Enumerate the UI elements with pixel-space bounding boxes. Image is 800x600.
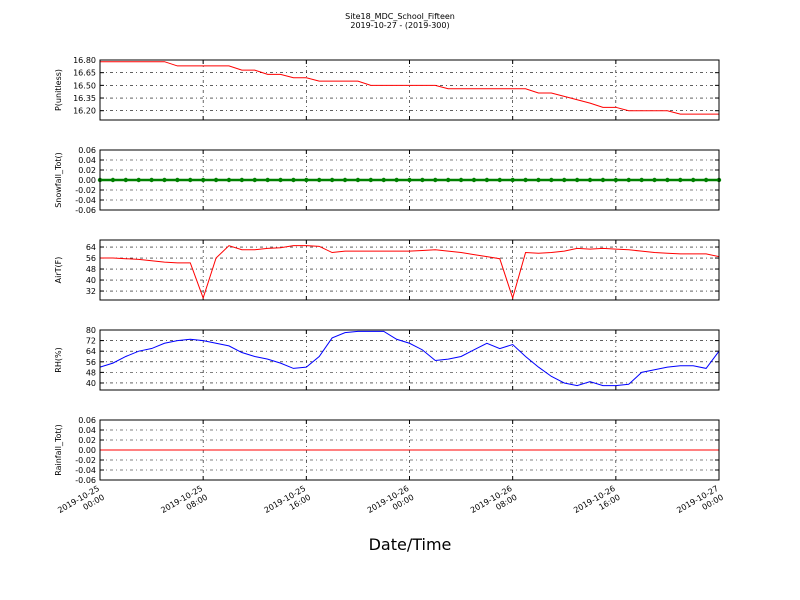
data-line: [100, 245, 720, 300]
y-tick-label: 72: [86, 337, 96, 346]
y-axis-label: AirT(F): [54, 257, 63, 284]
y-tick-label: 40: [86, 276, 96, 285]
y-tick-label: 48: [86, 265, 96, 274]
data-point: [497, 177, 502, 183]
plot-frame: [99, 239, 720, 301]
data-point: [574, 177, 580, 183]
y-tick-label: 16.80: [73, 56, 96, 65]
y-tick-label: -0.04: [75, 196, 96, 205]
data-point: [600, 177, 606, 183]
y-tick-label: -0.06: [75, 206, 96, 215]
data-point: [136, 177, 141, 183]
data-point: [342, 177, 348, 183]
data-point: [291, 177, 296, 183]
x-axis-label: Date/Time: [369, 535, 452, 554]
plot-frame: [99, 59, 720, 121]
data-point: [355, 177, 361, 183]
y-tick-label: 64: [86, 243, 96, 252]
y-tick-label: 0.04: [78, 426, 96, 435]
data-point: [420, 177, 425, 183]
data-point: [626, 177, 631, 183]
y-tick-label: 16.20: [73, 107, 96, 116]
data-point: [149, 177, 154, 183]
y-tick-label: -0.02: [75, 456, 96, 465]
y-tick-label: 16.50: [73, 81, 96, 90]
data-point: [188, 177, 193, 183]
y-tick-label: 80: [86, 326, 96, 335]
data-point: [665, 177, 670, 183]
chart-title: Site18_MDC_School_Fifteen: [345, 12, 455, 21]
data-point: [123, 177, 128, 183]
y-tick-label: -0.06: [75, 476, 96, 485]
data-point: [678, 177, 683, 183]
data-point: [407, 177, 412, 183]
data-point: [278, 177, 283, 183]
plot-frame: [99, 149, 720, 211]
data-point: [639, 177, 644, 183]
y-axis-label: RH(%): [54, 347, 63, 372]
data-point: [317, 177, 322, 183]
y-tick-label: 0.06: [78, 416, 96, 425]
data-point: [162, 177, 167, 183]
data-point: [381, 177, 386, 183]
data-point: [304, 177, 309, 183]
data-point: [445, 177, 451, 183]
data-point: [523, 177, 528, 183]
plot-frame: [99, 329, 720, 391]
y-tick-label: 56: [86, 254, 96, 263]
data-point: [613, 177, 619, 183]
data-point: [394, 177, 399, 183]
data-point: [329, 177, 335, 183]
data-point: [433, 177, 438, 183]
data-point: [368, 177, 374, 183]
data-point: [703, 177, 709, 183]
data-point: [226, 177, 232, 183]
data-point: [110, 177, 116, 183]
data-point: [510, 177, 515, 183]
y-tick-label: 0.00: [78, 176, 96, 185]
data-point: [549, 177, 554, 183]
y-tick-label: 48: [86, 368, 96, 377]
data-point: [200, 177, 206, 183]
y-tick-label: 16.65: [73, 69, 96, 78]
data-point: [691, 177, 696, 183]
y-tick-label: 0.04: [78, 156, 96, 165]
data-point: [536, 177, 541, 183]
y-tick-label: 40: [86, 379, 96, 388]
y-axis-label: Snowfall_Tot(): [54, 152, 63, 208]
data-point: [458, 177, 464, 183]
y-tick-label: 0.02: [78, 436, 96, 445]
y-tick-label: 16.35: [73, 94, 96, 103]
y-tick-label: 64: [86, 347, 96, 356]
data-line: [99, 330, 720, 387]
y-axis-label: Rainfall_Tot(): [54, 424, 63, 476]
data-point: [562, 177, 567, 183]
data-point: [213, 177, 219, 183]
y-tick-label: -0.04: [75, 466, 96, 475]
y-tick-label: 32: [86, 287, 96, 296]
data-line: [100, 61, 719, 115]
data-point: [239, 177, 245, 183]
y-tick-label: -0.02: [75, 186, 96, 195]
data-point: [652, 177, 657, 183]
data-point: [587, 177, 593, 183]
data-point: [175, 177, 180, 183]
data-point: [484, 177, 490, 183]
y-tick-label: 0.00: [78, 446, 96, 455]
y-tick-label: 0.02: [78, 166, 96, 175]
y-tick-label: 56: [86, 358, 96, 367]
data-point: [252, 177, 257, 183]
y-tick-label: 0.06: [78, 146, 96, 155]
data-point: [471, 177, 477, 183]
plot-frame: [99, 419, 720, 481]
chart-subtitle: 2019-10-27 - (2019-300): [350, 21, 449, 30]
y-axis-label: P(unitless): [54, 69, 63, 111]
data-point: [265, 177, 270, 183]
